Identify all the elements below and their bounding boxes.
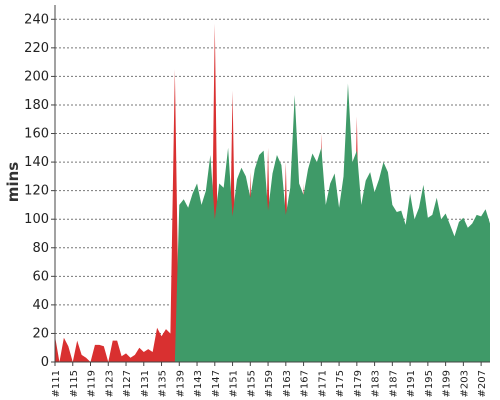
x-tick-label: #127 — [122, 370, 133, 397]
x-tick-label: #139 — [175, 370, 186, 397]
x-tick-label: #187 — [388, 370, 399, 397]
x-tick-label: #119 — [87, 370, 98, 397]
y-tick-label: 40 — [32, 298, 49, 313]
x-tick-label: #179 — [353, 370, 364, 397]
series-areas — [55, 23, 491, 363]
y-tick-label: 200 — [24, 69, 49, 84]
y-tick-label: 20 — [32, 326, 49, 341]
x-tick-label: #171 — [317, 370, 328, 397]
series-area-2 — [174, 83, 491, 362]
x-tick-label: #191 — [406, 370, 417, 397]
y-tick-label: 140 — [24, 155, 49, 170]
x-tick-label: #199 — [442, 370, 453, 397]
x-tick-label: #203 — [459, 370, 470, 397]
x-tick-label: #155 — [246, 370, 257, 397]
y-axis-title: mins — [4, 162, 22, 202]
x-tick-label: #175 — [335, 370, 346, 397]
x-tick-label: #207 — [477, 370, 488, 397]
y-tick-label: 220 — [24, 41, 49, 56]
y-tick-label: 100 — [24, 212, 49, 227]
x-tick-label: #135 — [158, 370, 169, 397]
y-tick-label: 180 — [24, 98, 49, 113]
x-tick-label: #147 — [211, 370, 222, 397]
x-tick-label: #131 — [140, 370, 151, 397]
axes: 0 20 40 60 80 100 120 140 160 180 200 220 240 #111 #11… — [24, 5, 490, 397]
x-tick-label: #123 — [104, 370, 115, 397]
x-tick-label: #163 — [282, 370, 293, 397]
y-tick-label: 160 — [24, 127, 49, 142]
x-tick-label: #151 — [229, 370, 240, 397]
y-tick-label: 0 — [41, 355, 49, 370]
x-tick-label: #183 — [371, 370, 382, 397]
x-tick-label: #111 — [51, 370, 62, 397]
x-tick-label: #115 — [69, 370, 80, 397]
x-tick-label: #143 — [193, 370, 204, 397]
y-tick-label: 60 — [32, 269, 49, 284]
x-tick-label: #159 — [264, 370, 275, 397]
y-tick-label: 120 — [24, 184, 49, 199]
y-tick-label: 240 — [24, 12, 49, 27]
x-tick-label: #167 — [300, 370, 311, 397]
y-tick-label: 80 — [32, 241, 49, 256]
x-tick-label: #195 — [424, 370, 435, 397]
